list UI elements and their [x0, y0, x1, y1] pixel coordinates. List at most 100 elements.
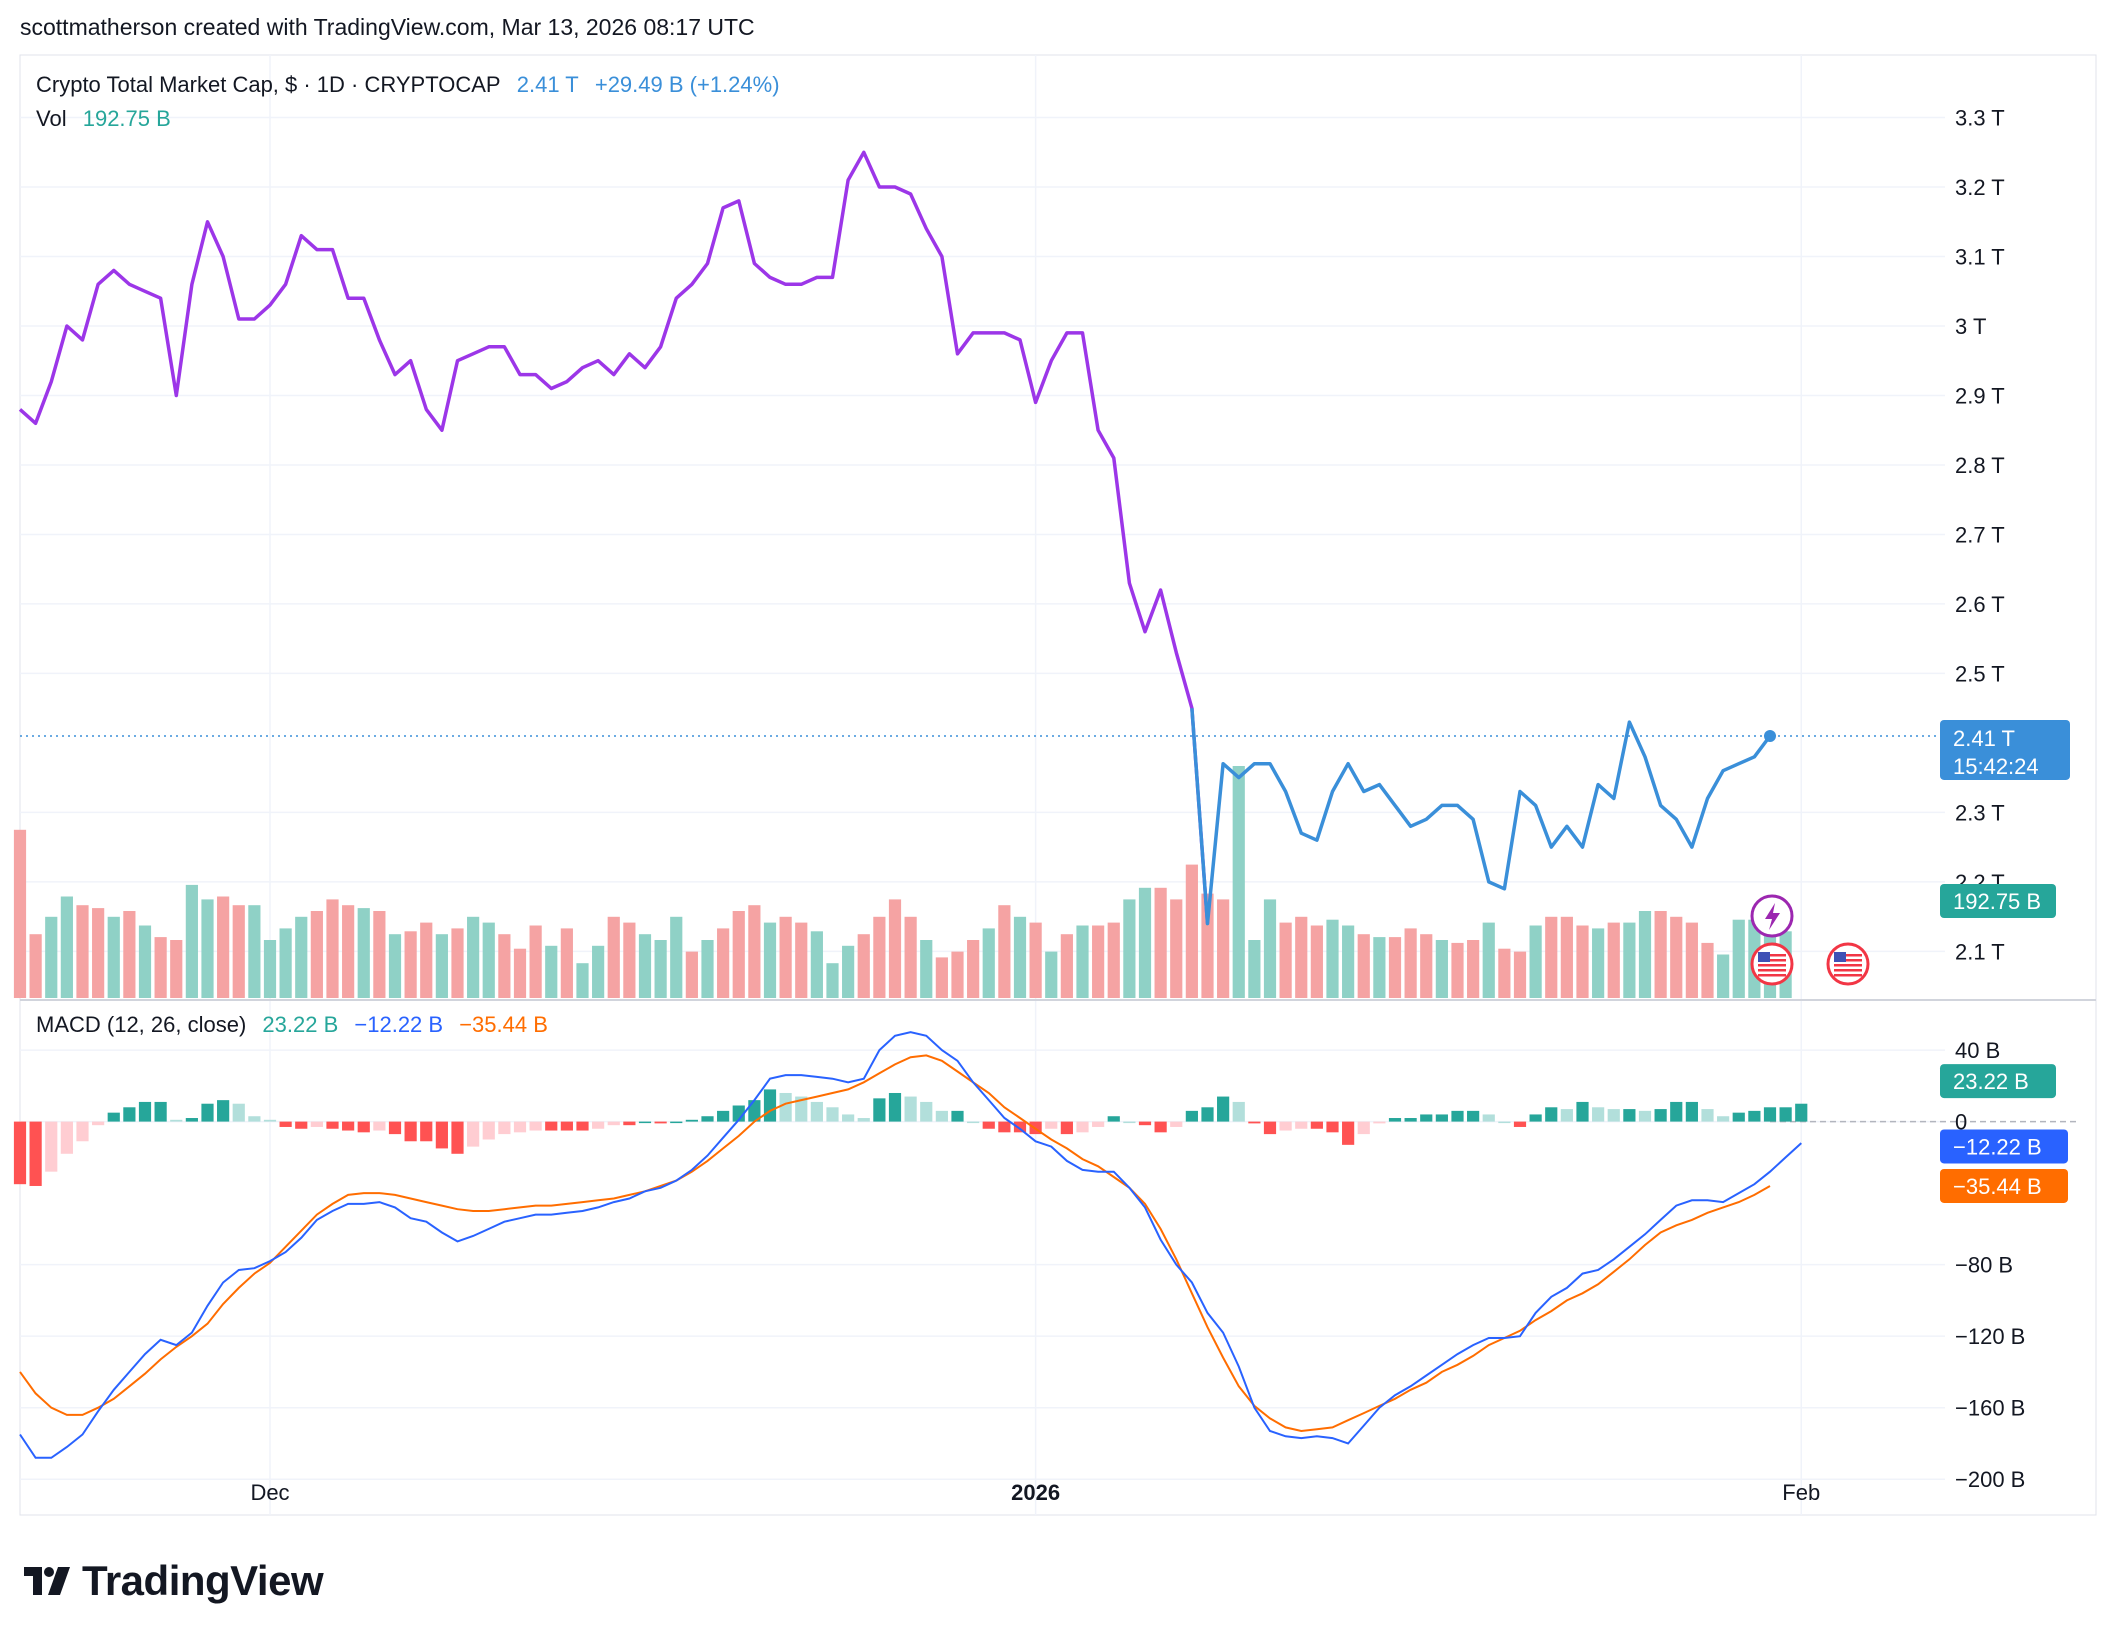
macd-title[interactable]: MACD (12, 26, close) — [36, 1012, 247, 1037]
volume-bar — [1310, 925, 1323, 998]
macd-histogram-bar — [217, 1100, 230, 1122]
macd-histogram-bar — [1435, 1114, 1448, 1122]
macd-line-value: −12.22 B — [354, 1012, 444, 1037]
volume-bar — [654, 940, 667, 998]
macd-histogram-bar — [1388, 1118, 1402, 1122]
macd-axis-label: −160 B — [1955, 1396, 2025, 1421]
macd-histogram-bar — [388, 1121, 402, 1135]
macd-histogram-bar — [326, 1121, 339, 1129]
macd-line-tag-text: −12.22 B — [1953, 1134, 2042, 1159]
macd-histogram-bar — [623, 1121, 636, 1126]
volume-bar — [1217, 899, 1230, 998]
volume-bar — [1670, 916, 1683, 998]
volume-bar — [1076, 925, 1089, 998]
time-axis-label: Feb — [1782, 1480, 1820, 1505]
volume-bar — [467, 916, 480, 998]
macd-histogram-bar — [29, 1121, 42, 1186]
macd-histogram-bar — [592, 1121, 605, 1129]
volume-bar — [607, 916, 620, 998]
macd-histogram-bar — [717, 1110, 730, 1122]
macd-histogram-bar — [826, 1107, 839, 1122]
macd-histogram-bar — [1467, 1110, 1480, 1122]
volume-bar — [1576, 925, 1589, 998]
macd-histogram-bar — [451, 1121, 464, 1154]
macd-histogram-bar — [138, 1101, 152, 1122]
flag-stripe — [1834, 954, 1862, 957]
macd-histogram-bar — [1404, 1118, 1417, 1122]
volume-bar — [576, 963, 589, 998]
chart-canvas[interactable]: 3.3 T 3.2 T 3.1 T 3 T 2.9 T 2.8 T 2.7 T 2.6 T 2.… — [0, 0, 2108, 1540]
price-axis-label: 2.7 T — [1955, 522, 2005, 547]
volume-bar — [795, 922, 808, 998]
price-axis-label: 3.2 T — [1955, 175, 2005, 200]
volume-label[interactable]: Vol — [36, 106, 67, 131]
last-price-value: 2.41 T — [516, 72, 579, 97]
macd-histogram-bar — [1701, 1109, 1714, 1122]
symbol-title[interactable]: Crypto Total Market Cap, $ · 1D · CRYPTO… — [36, 72, 501, 97]
macd-histogram-bar — [1076, 1121, 1089, 1133]
macd-histogram-bar — [1107, 1116, 1120, 1122]
macd-histogram-bar — [1217, 1096, 1230, 1122]
macd-histogram-tag — [1940, 1064, 2056, 1099]
macd-histogram-bar — [1717, 1116, 1730, 1122]
macd-histogram-bar — [201, 1103, 214, 1122]
flag-canton — [1834, 952, 1846, 962]
volume-bar — [1685, 922, 1698, 998]
volume-bar — [1420, 934, 1433, 998]
brand[interactable]: TradingView — [22, 1557, 324, 1605]
volume-bar — [904, 916, 917, 998]
volume-bar — [1357, 934, 1370, 998]
macd-histogram-bar — [1732, 1112, 1745, 1122]
macd-histogram-bar — [1060, 1121, 1073, 1135]
volume-bar — [545, 945, 558, 998]
macd-histogram-bar — [498, 1121, 511, 1135]
flag-stripe — [1834, 964, 1862, 967]
volume-bar — [935, 957, 948, 998]
last-price-tag — [1940, 719, 2070, 780]
macd-histogram-bar — [76, 1121, 89, 1142]
macd-histogram-bar — [1638, 1110, 1652, 1122]
volume-bar — [1170, 899, 1183, 998]
volume-bar — [342, 905, 355, 998]
volume-bar — [857, 934, 870, 998]
macd-histogram-bar — [1342, 1121, 1355, 1145]
macd-histogram-bar — [951, 1110, 964, 1122]
price-axis-label: 2.1 T — [1955, 939, 2005, 964]
volume-bar — [373, 911, 386, 998]
volume-bar — [717, 928, 730, 998]
price-axis-label: 2.5 T — [1955, 661, 2005, 686]
flag-stripe — [1758, 964, 1786, 967]
macd-histogram-bar — [1498, 1121, 1511, 1124]
volume-bar — [60, 896, 73, 998]
macd-histogram-bar — [60, 1121, 73, 1154]
volume-bar — [310, 911, 323, 998]
macd-histogram-bar — [763, 1089, 777, 1122]
volume-bar — [1560, 916, 1573, 998]
volume-bar — [154, 937, 167, 998]
macd-histogram-bar — [1045, 1121, 1058, 1129]
macd-histogram-bar — [701, 1116, 714, 1122]
axes: 3.3 T 3.2 T 3.1 T 3 T 2.9 T 2.8 T 2.7 T 2.6 T 2.… — [20, 106, 2096, 1505]
volume-bar — [1232, 766, 1245, 998]
volume-tag-text: 192.75 B — [1953, 889, 2041, 914]
macd-histogram-bar — [263, 1119, 277, 1122]
volume-bar — [1545, 916, 1558, 998]
volume-bar — [279, 928, 292, 998]
macd-histogram-bar — [638, 1121, 652, 1124]
macd-histogram-bar — [1763, 1107, 1777, 1122]
macd-histogram-bar — [45, 1121, 58, 1172]
volume-bar — [45, 916, 58, 998]
macd-histogram-bar — [1607, 1109, 1620, 1122]
macd-histogram-bar — [1373, 1121, 1386, 1124]
macd-histogram-bar — [670, 1121, 683, 1124]
volume-bar — [1513, 951, 1527, 998]
flag-stripe — [1758, 959, 1786, 962]
flag-stripe — [1758, 969, 1786, 972]
attribution-text: scottmatherson created with TradingView.… — [20, 14, 755, 40]
macd-histogram-bar — [1685, 1101, 1698, 1122]
macd-histogram-bar — [435, 1121, 448, 1149]
macd-axis-label: 0 — [1955, 1110, 1967, 1135]
time-axis-label: Dec — [250, 1480, 289, 1505]
volume-bar — [1185, 864, 1198, 998]
macd-histogram-bar — [310, 1121, 323, 1127]
